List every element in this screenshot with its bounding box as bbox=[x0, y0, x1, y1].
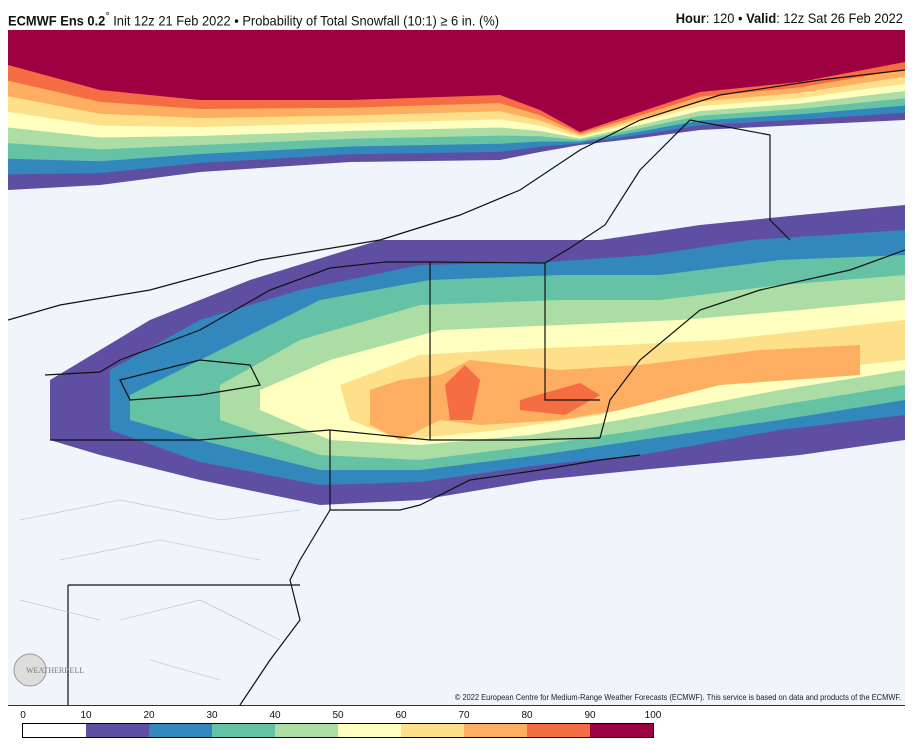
lake-ontario bbox=[119, 359, 261, 401]
prob-level-90 bbox=[8, 30, 905, 132]
valid-time: 12z Sat 26 Feb 2022 bbox=[783, 10, 903, 26]
colorbar-bin-0 bbox=[23, 724, 86, 737]
colorbar-tick: 50 bbox=[332, 710, 344, 721]
separator: • bbox=[738, 10, 743, 26]
colorbar bbox=[22, 723, 654, 738]
colorbar-tick: 40 bbox=[269, 710, 281, 721]
weatherbell-logo: WEATHERBELL bbox=[13, 653, 84, 687]
colorbar-bin-8 bbox=[527, 724, 590, 737]
colorbar-bin-6 bbox=[401, 724, 464, 737]
degree-symbol: ° bbox=[105, 10, 110, 23]
copyright-credit: © 2022 European Centre for Medium-Range … bbox=[454, 692, 901, 702]
colorbar-tick: 100 bbox=[644, 710, 662, 721]
county-borders bbox=[19, 499, 301, 681]
colorbar-tick: 80 bbox=[521, 710, 533, 721]
prob-level-80 bbox=[520, 383, 600, 415]
model-name: ECMWF Ens 0.2 bbox=[8, 12, 106, 29]
colorbar-bin-7 bbox=[464, 724, 527, 737]
colorbar-tick: 20 bbox=[143, 710, 155, 721]
prob-level-80 bbox=[445, 365, 480, 420]
colorbar-tick: 70 bbox=[458, 710, 470, 721]
colorbar-tick: 10 bbox=[80, 710, 92, 721]
colorbar-tick: 0 bbox=[20, 710, 26, 721]
colorbar-bin-5 bbox=[338, 724, 401, 737]
colorbar-tick: 60 bbox=[395, 710, 407, 721]
borders bbox=[8, 69, 905, 705]
colorbar-bin-2 bbox=[149, 724, 212, 737]
snowfall-probability-map bbox=[8, 30, 905, 706]
hour-label: Hour bbox=[675, 10, 706, 26]
st-lawrence-river bbox=[8, 69, 905, 321]
colorbar-bin-4 bbox=[275, 724, 338, 737]
map-title: ECMWF Ens 0.2° Init 12z 21 Feb 2022 • Pr… bbox=[8, 10, 499, 29]
init-time: Init 12z 21 Feb 2022 bbox=[113, 12, 231, 29]
colorbar-tick: 90 bbox=[584, 710, 596, 721]
colorbar-bin-1 bbox=[86, 724, 149, 737]
colorbar-tick: 30 bbox=[206, 710, 218, 721]
product-name: Probability of Total Snowfall (10:1) ≥ 6… bbox=[242, 12, 500, 29]
separator: • bbox=[234, 12, 239, 29]
valid-label: Valid bbox=[746, 10, 777, 26]
northern-probability-band bbox=[8, 30, 905, 190]
colorbar-bin-3 bbox=[212, 724, 275, 737]
svg-text:WEATHERBELL: WEATHERBELL bbox=[26, 666, 84, 675]
colorbar-bin-9 bbox=[590, 724, 653, 737]
forecast-hour: 120 bbox=[713, 10, 735, 26]
valid-time-header: Hour: 120 • Valid: 12z Sat 26 Feb 2022 bbox=[675, 10, 903, 26]
coastline bbox=[239, 249, 905, 705]
